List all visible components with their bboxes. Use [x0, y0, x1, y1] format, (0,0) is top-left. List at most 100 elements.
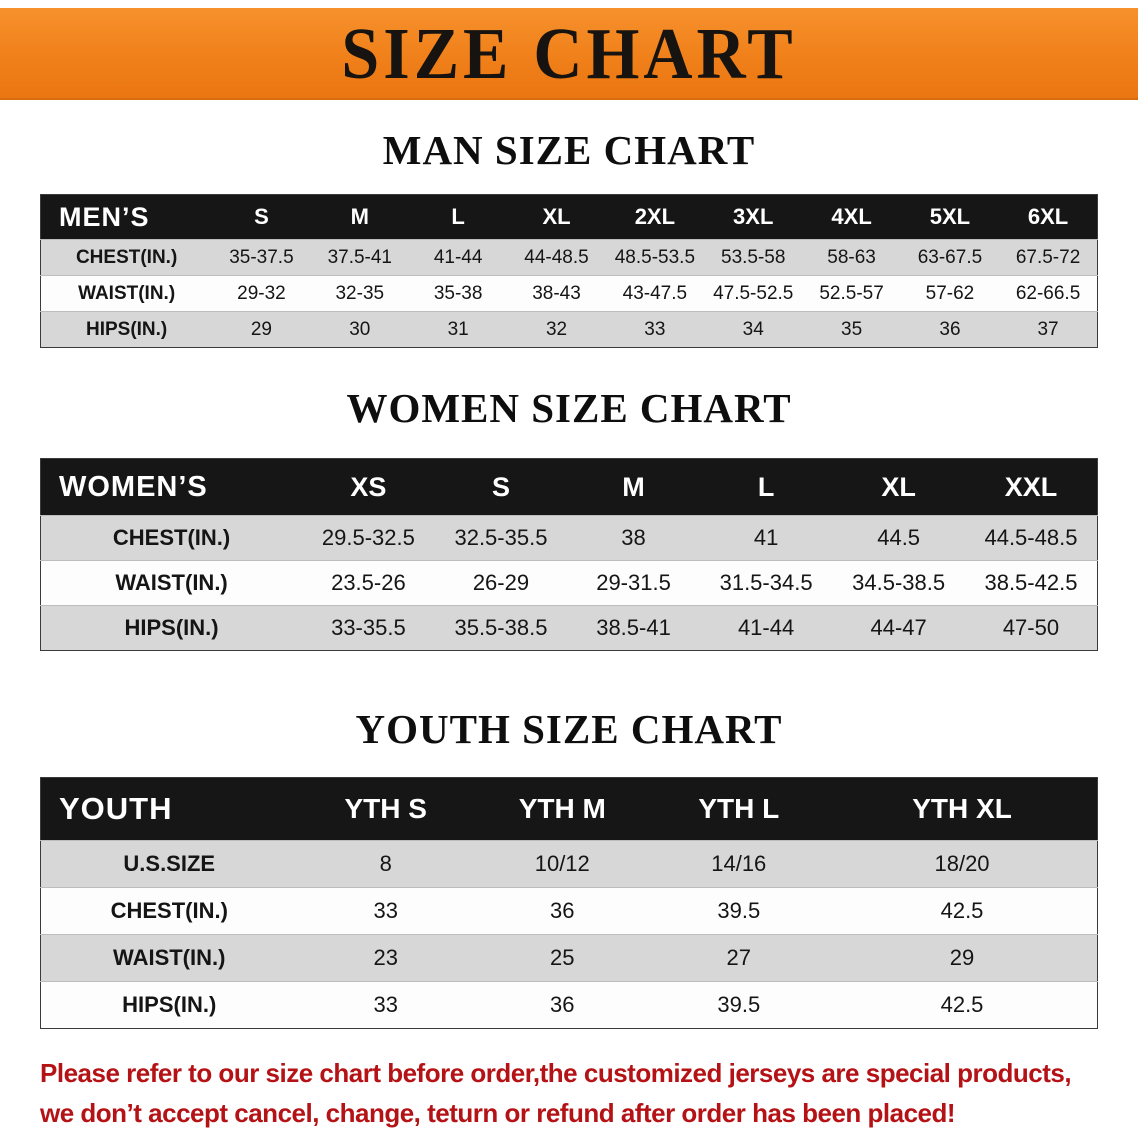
measurement-row: WAIST(IN.) 29-32 32-35 35-38 38-43 43-47.5 47.…: [40, 275, 1098, 312]
measurement-value-cell: 41: [753, 525, 779, 550]
size-label-cell: M: [350, 204, 369, 229]
man-size-section: MAN SIZE CHART MEN’S S M L XL 2XL 3XL 4XL 5XL 6XL…: [0, 128, 1138, 348]
measurement-value-cell: 34: [742, 318, 764, 340]
measurement-value-cell: 44.5: [877, 525, 921, 550]
measurement-label-cell: CHEST(IN.): [112, 525, 231, 550]
measurement-value-cell: 36: [939, 318, 961, 340]
measurement-value-cell: 35-38: [433, 282, 483, 304]
disclaimer-line-1: Please refer to our size chart before or…: [40, 1058, 1072, 1088]
size-label-cell: 2XL: [634, 204, 676, 229]
measurement-value-cell: 36: [550, 898, 575, 923]
measurement-value-cell: 31: [447, 318, 469, 340]
size-label-cell: 4XL: [831, 204, 872, 229]
measurement-row: CHEST(IN.) 33 36 39.5 42.5: [40, 887, 1098, 935]
measurement-value-cell: 47-50: [1002, 615, 1060, 640]
measurement-value-cell: 35: [841, 318, 863, 340]
measurement-value-cell: 67.5-72: [1015, 246, 1081, 268]
measurement-value-cell: 62-66.5: [1015, 282, 1081, 304]
measurement-value-cell: 18/20: [934, 851, 990, 876]
measurement-row: HIPS(IN.) 29 30 31 32 33 34 35 36 37: [40, 311, 1098, 348]
measurement-row: WAIST(IN.) 23 25 27 29: [40, 934, 1098, 982]
measurement-value-cell: 26-29: [472, 570, 530, 595]
size-label-cell: YTH L: [698, 793, 780, 824]
youth-size-table: YOUTH YTH S YTH M YTH L YTH XL U.S.SIZE 8 10/12…: [40, 777, 1098, 1029]
measurement-value-cell: 39.5: [717, 898, 761, 923]
measurement-value-cell: 29-31.5: [596, 570, 671, 595]
measurement-value-cell: 41-44: [737, 615, 795, 640]
measurement-value-cell: 42.5: [940, 898, 984, 923]
size-chart-banner: SIZE CHART: [0, 8, 1138, 100]
measurement-value-cell: 47.5-52.5: [713, 282, 794, 304]
measurement-value-cell: 38.5-41: [596, 615, 671, 640]
women-size-section: WOMEN SIZE CHART WOMEN’S XS S M L XL XXL CHEST(…: [0, 386, 1138, 651]
measurement-value-cell: 27: [726, 945, 752, 970]
measurement-value-cell: 33: [373, 992, 398, 1017]
size-label-cell: L: [757, 471, 775, 502]
measurement-value-cell: 29.5-32.5: [321, 525, 415, 550]
measurement-value-cell: 33-35.5: [331, 615, 406, 640]
size-label-cell: S: [491, 471, 510, 502]
measurement-value-cell: 37.5-41: [327, 246, 393, 268]
measurement-value-cell: 8: [379, 851, 392, 876]
measurement-value-cell: 44.5-48.5: [984, 525, 1078, 550]
measurement-row: CHEST(IN.) 35-37.5 37.5-41 41-44 44-48.5 48.5…: [40, 239, 1098, 276]
size-label-cell: 5XL: [929, 204, 971, 229]
measurement-value-cell: 32: [545, 318, 568, 340]
size-label-cell: YTH S: [344, 793, 427, 824]
size-label-cell: XS: [350, 471, 387, 502]
measurement-label-cell: WAIST(IN.): [113, 945, 226, 970]
measurement-label-cell: HIPS(IN.): [122, 992, 217, 1017]
measurement-label-cell: CHEST(IN.): [75, 246, 178, 268]
measurement-value-cell: 48.5-53.5: [614, 246, 696, 268]
size-label-cell: XL: [881, 471, 916, 502]
disclaimer-line-2: we don’t accept cancel, change, teturn o…: [40, 1098, 956, 1128]
measurement-value-cell: 30: [349, 318, 371, 340]
size-label-cell: XL: [542, 204, 571, 229]
man-size-chart-heading: MAN SIZE CHART: [382, 127, 756, 173]
measurement-value-cell: 53.5-58: [721, 246, 786, 268]
youth-size-section: YOUTH SIZE CHART YOUTH YTH S YTH M YTH L YTH…: [0, 707, 1138, 1029]
measurement-value-cell: 23: [373, 945, 398, 970]
measurement-value-cell: 32-35: [335, 282, 385, 304]
measurement-value-cell: 29-32: [237, 282, 286, 304]
measurement-value-cell: 14/16: [711, 851, 767, 876]
measurement-value-cell: 35.5-38.5: [454, 615, 548, 640]
measurement-row: CHEST(IN.) 29.5-32.5 32.5-35.5 38 41 44.5 44.5…: [40, 515, 1098, 561]
size-label-cell: 3XL: [733, 204, 774, 229]
measurement-value-cell: 41-44: [433, 246, 483, 268]
measurement-value-cell: 35-37.5: [229, 246, 294, 268]
size-chart-banner-title: SIZE CHART: [341, 11, 797, 94]
measurement-value-cell: 34.5-38.5: [852, 570, 946, 595]
measurement-value-cell: 57-62: [925, 282, 975, 304]
measurement-label-cell: WAIST(IN.): [115, 570, 228, 595]
table-title-cell: YOUTH: [59, 791, 173, 826]
size-header-row: YOUTH YTH S YTH M YTH L YTH XL: [40, 777, 1098, 841]
measurement-value-cell: 36: [550, 992, 575, 1017]
measurement-row: U.S.SIZE 8 10/12 14/16 18/20: [40, 840, 1098, 888]
size-label-cell: S: [254, 204, 269, 229]
measurement-value-cell: 63-67.5: [917, 246, 983, 268]
size-label-cell: XXL: [1004, 471, 1058, 502]
measurement-label-cell: WAIST(IN.): [78, 282, 176, 304]
measurement-value-cell: 43-47.5: [622, 282, 688, 304]
measurement-value-cell: 58-63: [827, 246, 876, 268]
measurement-value-cell: 39.5: [717, 992, 761, 1017]
men-size-table: MEN’S S M L XL 2XL 3XL 4XL 5XL 6XL CHEST(IN.) 35-37…: [40, 194, 1098, 348]
women-size-chart-heading: WOMEN SIZE CHART: [346, 385, 792, 431]
measurement-label-cell: U.S.SIZE: [123, 851, 216, 876]
women-size-table: WOMEN’S XS S M L XL XXL CHEST(IN.) 29.5-32.5 32.5…: [40, 458, 1098, 651]
measurement-value-cell: 23.5-26: [331, 570, 406, 595]
size-header-row: WOMEN’S XS S M L XL XXL: [40, 458, 1098, 516]
measurement-value-cell: 44-48.5: [524, 246, 589, 268]
measurement-row: HIPS(IN.) 33 36 39.5 42.5: [40, 981, 1098, 1029]
measurement-value-cell: 29: [250, 318, 272, 340]
order-disclaimer: Please refer to our size chart before or…: [40, 1053, 1138, 1132]
measurement-row: HIPS(IN.) 33-35.5 35.5-38.5 38.5-41 41-44 44-…: [40, 605, 1098, 651]
measurement-label-cell: HIPS(IN.): [85, 318, 168, 340]
measurement-value-cell: 25: [550, 945, 575, 970]
size-header-row: MEN’S S M L XL 2XL 3XL 4XL 5XL 6XL: [40, 194, 1098, 240]
table-title-cell: WOMEN’S: [59, 470, 208, 503]
measurement-value-cell: 33: [644, 318, 666, 340]
measurement-label-cell: CHEST(IN.): [110, 898, 228, 923]
